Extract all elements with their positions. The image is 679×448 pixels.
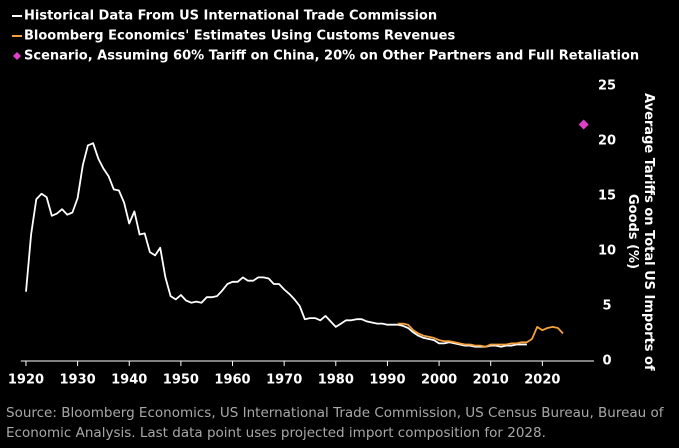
x-tick-label: 1960 [214,373,250,388]
y-axis-title: Average Tariffs on Total US Imports of G… [625,93,656,371]
legend-label: Historical Data From US International Tr… [24,9,437,24]
y-tick-label: 5 [602,299,611,314]
x-tick-label: 1950 [163,373,199,388]
legend-label: Scenario, Assuming 60% Tariff on China, … [24,49,639,64]
chart: 0 5 10 15 20 25 1920 1930 1940 1950 1960 1970 1980 19… [8,9,639,388]
scenario-point [578,119,589,130]
x-tick-label: 1970 [266,373,302,388]
y-tick-label: 25 [598,79,616,94]
y-tick-label: 20 [598,134,616,149]
x-tick-label: 1920 [8,373,44,388]
source-note: Source: Bloomberg Economics, US Internat… [6,405,664,441]
legend-swatch [13,52,21,60]
data-line [397,322,564,348]
x-tick-label: 2020 [524,373,560,388]
x-tick-label: 1940 [111,373,147,388]
x-tick-label: 2000 [421,373,457,388]
x-tick-label: 1980 [318,373,354,388]
x-tick-label: 1990 [369,373,405,388]
x-tick-label: 2010 [473,373,509,388]
data-line [25,142,527,348]
x-tick-label: 1930 [60,373,96,388]
y-tick-label: 0 [602,354,611,369]
y-tick-label: 10 [598,244,616,259]
y-tick-label: 15 [598,189,616,204]
legend-label: Bloomberg Economics' Estimates Using Cus… [24,29,455,44]
